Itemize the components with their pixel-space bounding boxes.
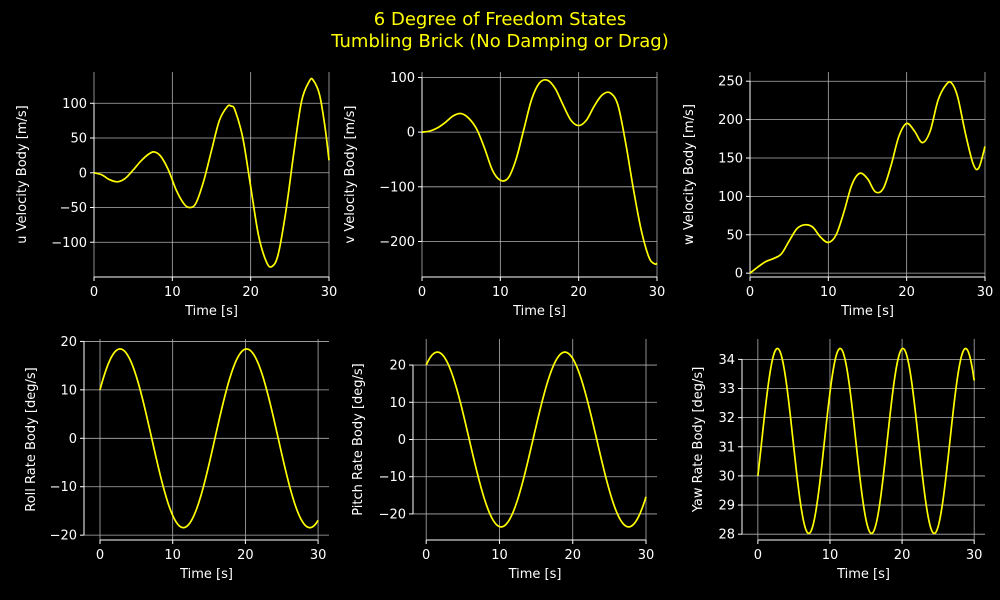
- y-tick-label: 250: [718, 75, 743, 90]
- x-tick-label: 30: [638, 548, 655, 563]
- x-tick-label: 30: [966, 548, 983, 563]
- y-tick-label: −200: [379, 235, 415, 250]
- y-tick-label: 29: [718, 499, 735, 514]
- x-tick-label: 20: [242, 285, 259, 300]
- y-axis-label: v Velocity Body [m/s]: [343, 106, 358, 244]
- x-axis-label: Time [s]: [179, 567, 233, 582]
- y-axis-label: w Velocity Body [m/s]: [682, 104, 697, 245]
- x-tick-label: 20: [570, 285, 587, 300]
- y-axis-label: Yaw Rate Body [deg/s]: [691, 367, 706, 514]
- y-tick-label: 33: [718, 382, 735, 397]
- x-tick-label: 30: [649, 285, 666, 300]
- figure-title: 6 Degree of Freedom States Tumbling Bric…: [0, 9, 1000, 53]
- y-tick-label: −10: [50, 480, 77, 495]
- y-tick-label: 0: [735, 267, 743, 282]
- y-tick-label: 28: [718, 528, 735, 543]
- x-tick-label: 10: [492, 285, 509, 300]
- series-line: [93, 77, 330, 268]
- figure-title-line-2: Tumbling Brick (No Damping or Drag): [331, 31, 669, 52]
- y-tick-label: 50: [726, 228, 743, 243]
- y-tick-label: 10: [389, 396, 406, 411]
- subplot-3: 0 10 20 30 0 50 100 150 200 250 Time [s] w Velocity…: [682, 72, 993, 319]
- series-line: [757, 347, 976, 535]
- x-tick-label: 30: [321, 285, 338, 300]
- y-tick-label: 0: [407, 126, 415, 141]
- x-axis-label: Time [s]: [836, 567, 890, 582]
- x-tick-label: 0: [96, 548, 104, 563]
- y-tick-label: 34: [718, 353, 735, 368]
- y-tick-label: 10: [60, 383, 77, 398]
- y-tick-label: 0: [69, 432, 77, 447]
- y-tick-label: 0: [79, 166, 87, 181]
- series-line: [421, 78, 658, 266]
- y-tick-label: 20: [389, 359, 406, 374]
- y-tick-label: 50: [70, 132, 87, 147]
- x-tick-label: 30: [977, 285, 994, 300]
- x-tick-label: 10: [164, 285, 181, 300]
- y-tick-label: 31: [718, 440, 735, 455]
- x-tick-label: 10: [822, 548, 839, 563]
- x-tick-label: 20: [237, 548, 254, 563]
- series-line: [749, 81, 986, 274]
- y-axis-label: Roll Rate Body [deg/s]: [24, 367, 39, 511]
- subplot-1: 0 10 20 30 −100 −50 0 50 100 Time [s] u Velocity B…: [15, 72, 337, 319]
- x-tick-label: 0: [422, 548, 430, 563]
- y-axis-label: Pitch Rate Body [deg/s]: [351, 363, 366, 515]
- y-tick-label: 200: [718, 113, 743, 128]
- x-axis-label: Time [s]: [184, 304, 238, 319]
- x-tick-label: 0: [754, 548, 762, 563]
- series-line: [99, 348, 319, 529]
- y-tick-label: −20: [50, 529, 77, 544]
- x-tick-label: 10: [164, 548, 181, 563]
- x-tick-label: 0: [418, 285, 426, 300]
- x-tick-label: 0: [90, 285, 98, 300]
- x-axis-label: Time [s]: [512, 304, 566, 319]
- y-axis-label: u Velocity Body [m/s]: [15, 105, 30, 243]
- x-axis-label: Time [s]: [508, 567, 562, 582]
- y-tick-label: −10: [379, 470, 406, 485]
- y-tick-label: 100: [390, 71, 415, 86]
- y-tick-label: 32: [718, 411, 735, 426]
- y-tick-label: 20: [60, 335, 77, 350]
- x-tick-label: 10: [820, 285, 837, 300]
- figure-title-line-1: 6 Degree of Freedom States: [373, 9, 627, 30]
- y-tick-label: −20: [379, 507, 406, 522]
- y-tick-label: 150: [718, 151, 743, 166]
- x-tick-label: 30: [310, 548, 327, 563]
- x-axis-label: Time [s]: [840, 304, 894, 319]
- subplot-4: 0 10 20 30 −20 −10 0 10 20 Time [s] Roll Rate Body…: [24, 335, 329, 582]
- x-tick-label: 20: [898, 285, 915, 300]
- subplot-2: 0 10 20 30 −200 −100 0 100 Time [s] v Velocity Bo…: [343, 71, 665, 319]
- y-tick-label: −100: [51, 236, 87, 251]
- y-tick-label: 100: [62, 97, 87, 112]
- y-tick-label: −100: [379, 180, 415, 195]
- x-tick-label: 10: [491, 548, 508, 563]
- x-tick-label: 20: [894, 548, 911, 563]
- x-tick-label: 0: [746, 285, 754, 300]
- y-tick-label: 0: [398, 433, 406, 448]
- y-tick-label: 100: [718, 190, 743, 205]
- subplot-6: 0 10 20 30 28 29 30 31 32 33 34 Time [s] Yaw Rate Bo…: [691, 339, 985, 582]
- y-tick-label: 30: [718, 469, 735, 484]
- x-tick-label: 20: [564, 548, 581, 563]
- series-line: [425, 351, 647, 528]
- y-tick-label: −50: [60, 201, 87, 216]
